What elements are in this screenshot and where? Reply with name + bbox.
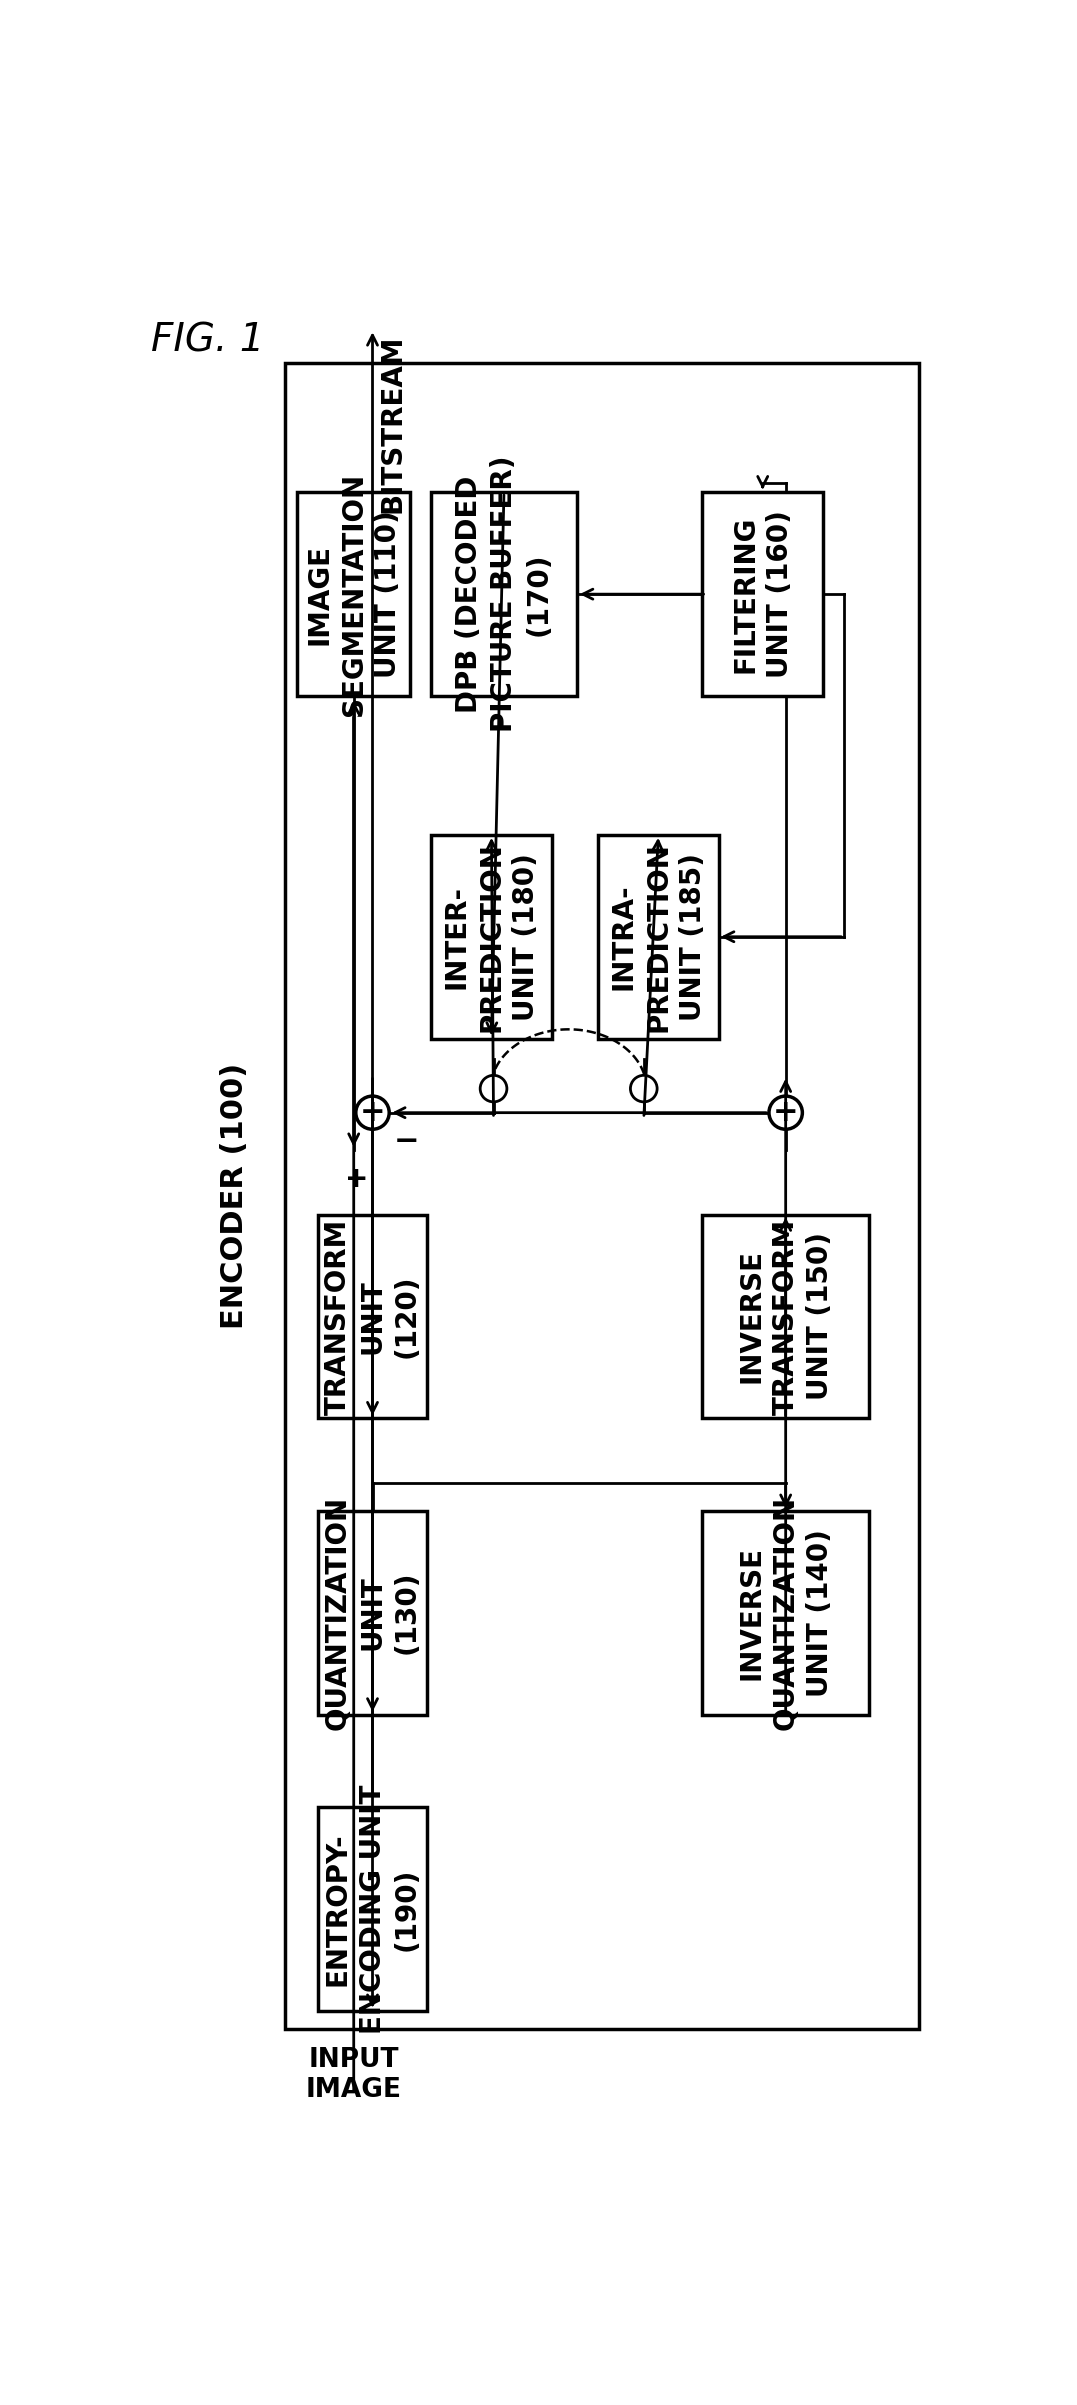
Bar xyxy=(702,1215,869,1419)
Bar xyxy=(702,493,823,695)
Text: +: + xyxy=(360,1099,386,1128)
Text: INPUT
IMAGE: INPUT IMAGE xyxy=(306,2047,402,2104)
Text: TRANSFORM
UNIT
(120): TRANSFORM UNIT (120) xyxy=(324,1219,421,1414)
Text: IMAGE
SEGMENTATION
UNIT (110): IMAGE SEGMENTATION UNIT (110) xyxy=(305,474,403,717)
Text: QUANTIZATION
UNIT
(130): QUANTIZATION UNIT (130) xyxy=(324,1496,421,1729)
Text: ENCODER (100): ENCODER (100) xyxy=(221,1063,249,1330)
Text: FILTERING
UNIT (160): FILTERING UNIT (160) xyxy=(731,510,794,678)
Text: INTER-
PREDICTION
UNIT (180): INTER- PREDICTION UNIT (180) xyxy=(443,842,540,1032)
Text: INVERSE
QUANTIZATION
UNIT (140): INVERSE QUANTIZATION UNIT (140) xyxy=(737,1496,835,1729)
Circle shape xyxy=(355,1097,389,1130)
Text: INTRA-
PREDICTION
UNIT (185): INTRA- PREDICTION UNIT (185) xyxy=(610,842,707,1032)
Bar xyxy=(431,493,577,695)
Text: +: + xyxy=(345,1164,368,1193)
Text: ENTROPY-
ENCODING UNIT
(190): ENTROPY- ENCODING UNIT (190) xyxy=(324,1785,421,2035)
Bar xyxy=(284,363,919,2030)
Text: +: + xyxy=(773,1099,798,1128)
Text: BITSTREAM: BITSTREAM xyxy=(379,334,407,512)
Bar xyxy=(319,1510,426,1715)
Bar xyxy=(431,835,551,1039)
Text: DPB (DECODED
PICTURE BUFFER)
(170): DPB (DECODED PICTURE BUFFER) (170) xyxy=(456,457,553,734)
Bar xyxy=(319,1215,426,1419)
Circle shape xyxy=(769,1097,802,1130)
Circle shape xyxy=(480,1075,507,1101)
Bar xyxy=(297,493,410,695)
Text: −: − xyxy=(393,1128,419,1157)
Text: FIG. 1: FIG. 1 xyxy=(151,322,265,361)
Bar xyxy=(319,1806,426,2011)
Bar xyxy=(598,835,719,1039)
Circle shape xyxy=(630,1075,657,1101)
Text: INVERSE
TRANSFORM
UNIT (150): INVERSE TRANSFORM UNIT (150) xyxy=(737,1219,835,1414)
Bar xyxy=(702,1510,869,1715)
